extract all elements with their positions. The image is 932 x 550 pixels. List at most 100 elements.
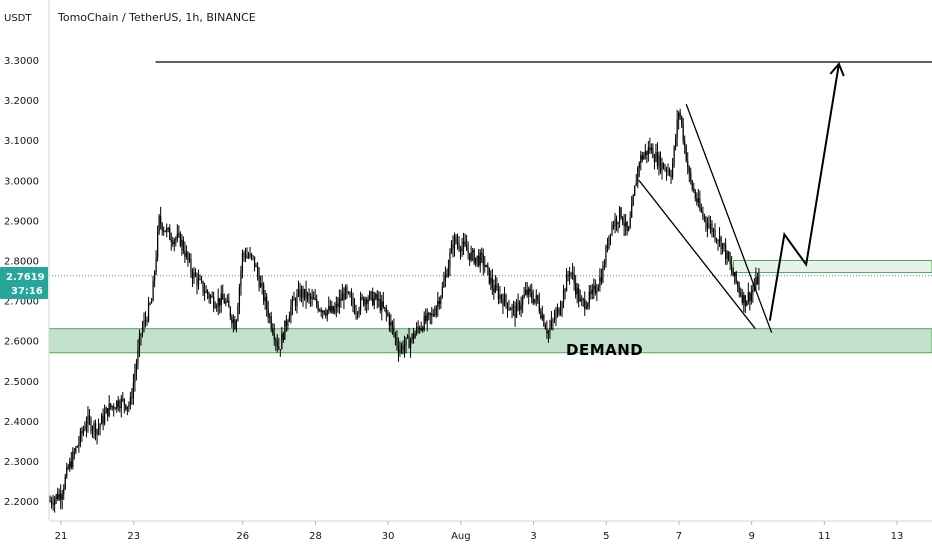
candle-body	[511, 306, 513, 311]
candle-body	[322, 310, 324, 313]
candle-body	[240, 271, 242, 287]
candle-body	[199, 278, 201, 280]
candle-body	[188, 258, 191, 260]
current-price-tag: 2.7619 37:16	[0, 267, 48, 299]
demand-label: DEMAND	[566, 341, 643, 359]
candle-body	[553, 319, 556, 321]
candle-body	[84, 428, 86, 430]
candle-body	[540, 311, 542, 319]
candle-body	[343, 293, 345, 300]
candle-body	[108, 403, 110, 416]
candle-body	[300, 288, 303, 299]
candle-body	[425, 315, 427, 322]
candle-body	[104, 413, 106, 424]
candle-body	[752, 289, 754, 294]
candle-body	[555, 312, 557, 320]
candle-body	[670, 174, 672, 178]
candle-body	[682, 124, 684, 142]
candle-body	[219, 298, 221, 306]
candle-body	[297, 289, 300, 295]
candle-body	[500, 294, 503, 300]
candle-body	[647, 147, 649, 155]
candle-body	[363, 297, 365, 305]
time-axis[interactable]: 21 23 26 28 30 Aug 3 5 7 9 11 13	[55, 521, 904, 542]
candle-body	[332, 306, 334, 313]
candle-body	[52, 503, 54, 505]
candle-body	[484, 265, 486, 267]
candle-body	[665, 169, 668, 172]
candle-body	[659, 155, 662, 171]
symbol-title[interactable]: TomoChain / TetherUS, 1h, BINANCE	[57, 11, 256, 24]
candle-body	[611, 225, 613, 235]
candle-body	[587, 303, 589, 308]
candle-body	[678, 112, 680, 120]
candle-body	[367, 299, 369, 304]
candle-body	[724, 244, 727, 259]
candle-body	[538, 301, 540, 312]
candle-body	[382, 301, 384, 308]
candle-body	[231, 316, 233, 323]
candle-body	[235, 320, 237, 330]
candle-body	[105, 408, 107, 414]
candle-body	[593, 285, 595, 290]
candle-body	[684, 141, 686, 146]
candle-body	[603, 264, 606, 267]
candle-body	[546, 329, 548, 334]
candle-body	[558, 308, 560, 315]
candle-body	[746, 301, 748, 306]
candle-body	[88, 415, 91, 420]
candle-body	[258, 275, 260, 288]
candle-body	[444, 274, 447, 282]
candle-body	[741, 295, 743, 303]
candle-body	[758, 273, 760, 285]
candle-body	[328, 306, 330, 311]
candle-body	[429, 313, 431, 316]
candle-body	[237, 306, 239, 321]
time-tick-label: 26	[236, 531, 249, 542]
candle-body	[534, 299, 536, 303]
candle-body	[582, 299, 584, 301]
candle-body	[229, 307, 231, 317]
candle-body	[412, 333, 415, 339]
candle-body	[756, 277, 759, 285]
demand-zone	[48, 328, 932, 354]
candle-body	[54, 499, 56, 505]
candle-body	[743, 295, 745, 303]
candle-body	[253, 256, 256, 267]
candle-body	[467, 250, 469, 254]
candle-body	[210, 296, 212, 299]
candle-body	[529, 288, 531, 292]
candle-body	[296, 294, 298, 306]
candle-body	[475, 257, 477, 264]
candle-body	[87, 415, 89, 425]
candle-body	[313, 297, 315, 300]
candle-body	[503, 294, 506, 306]
candle-body	[609, 234, 612, 236]
candle-body	[658, 155, 660, 167]
candle-body	[176, 233, 178, 239]
candle-body	[426, 313, 428, 322]
candle-body	[378, 299, 380, 301]
candle-body	[141, 327, 144, 334]
candle-body	[320, 310, 322, 313]
candle-body	[66, 467, 68, 477]
candle-body	[561, 302, 563, 310]
candle-body	[690, 172, 692, 181]
candle-body	[590, 291, 592, 294]
candle-body	[447, 266, 450, 277]
candle-body	[466, 244, 468, 251]
candle-body	[114, 408, 116, 410]
price-axis[interactable]: 3.3000 3.2000 3.1000 3.0000 2.9000 2.8000 2.70…	[4, 56, 39, 508]
candle-body	[181, 239, 183, 247]
candle-body	[94, 423, 97, 435]
candle-body	[305, 288, 307, 299]
candle-body	[281, 333, 283, 350]
candle-body	[394, 333, 397, 338]
candle-body	[203, 292, 206, 294]
candle-body	[623, 223, 625, 227]
candle-body	[311, 297, 313, 299]
candle-body	[470, 252, 472, 261]
candle-body	[173, 240, 175, 245]
candle-body	[473, 250, 475, 264]
